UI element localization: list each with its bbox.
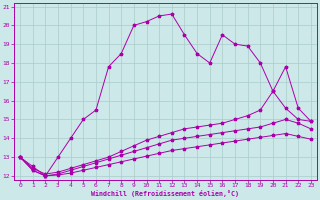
X-axis label: Windchill (Refroidissement éolien,°C): Windchill (Refroidissement éolien,°C)	[92, 190, 239, 197]
